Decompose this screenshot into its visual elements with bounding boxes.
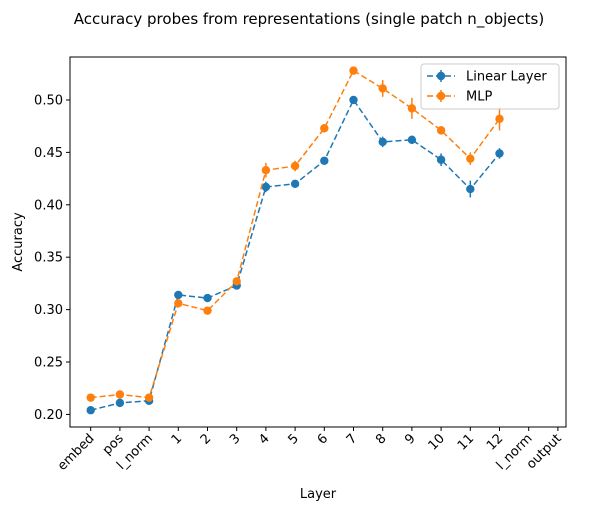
x-tick-label: 12 [484, 431, 506, 453]
x-tick-label: 9 [402, 431, 418, 447]
data-point [261, 166, 271, 175]
data-point [144, 393, 154, 402]
data-point [436, 126, 446, 135]
data-point [378, 84, 387, 93]
x-tick-label: 6 [315, 431, 331, 447]
legend-box [420, 63, 560, 110]
data-point [407, 104, 417, 113]
x-tick-label: 8 [373, 431, 389, 447]
y-tick-label: 0.40 [34, 198, 63, 213]
series-line [90, 98, 501, 411]
plot-frame [69, 56, 567, 428]
data-point [290, 161, 300, 171]
chart-title: Accuracy probes from representations (si… [74, 10, 544, 29]
x-tick-label: 4 [256, 431, 272, 447]
legend-marker [436, 91, 446, 101]
y-tick-label: 0.25 [34, 356, 63, 371]
x-tick-label: 5 [285, 431, 301, 447]
x-tick-label: 7 [344, 431, 360, 447]
data-point [203, 293, 212, 303]
y-axis: 0.20 0.25 0.30 0.35 0.40 0.45 0.50 [34, 93, 70, 423]
data-point [436, 155, 446, 164]
data-point [320, 124, 329, 133]
data-point [115, 390, 125, 399]
x-tick-label: 3 [227, 431, 243, 447]
data-point [86, 393, 95, 402]
data-point [232, 277, 241, 286]
series-0 [86, 95, 504, 415]
series-1 [86, 66, 504, 402]
legend-label: Linear Layer [466, 70, 547, 85]
data-point [495, 149, 504, 158]
legend-label: MLP [466, 90, 492, 105]
series-layer [86, 66, 504, 415]
legend: Linear Layer MLP [420, 63, 560, 110]
y-tick-label: 0.30 [34, 303, 63, 318]
x-tick-label: embed [55, 431, 98, 474]
data-point [320, 156, 329, 165]
data-point [378, 137, 387, 147]
series-line [90, 69, 501, 399]
x-tick-label: 11 [455, 431, 477, 453]
data-point [174, 299, 183, 308]
x-tick-label: 10 [426, 431, 448, 453]
data-point [349, 66, 358, 75]
y-tick-label: 0.45 [34, 146, 63, 161]
data-point [407, 135, 417, 145]
data-point [174, 290, 183, 300]
y-axis-label: Accuracy [11, 212, 26, 272]
x-axis-label: Layer [300, 487, 337, 502]
data-point [115, 398, 125, 408]
y-tick-label: 0.50 [34, 93, 63, 108]
data-point [290, 179, 300, 189]
data-point [203, 306, 212, 315]
data-point [86, 406, 95, 415]
data-point [261, 182, 271, 192]
x-tick-label: 1 [169, 431, 185, 447]
data-point [349, 95, 358, 105]
data-point [466, 154, 475, 163]
y-tick-label: 0.35 [34, 251, 63, 266]
data-point [495, 114, 504, 124]
data-point [466, 184, 475, 194]
legend-marker [436, 71, 446, 81]
x-tick-label: 2 [198, 431, 214, 447]
y-tick-label: 0.20 [34, 408, 63, 423]
